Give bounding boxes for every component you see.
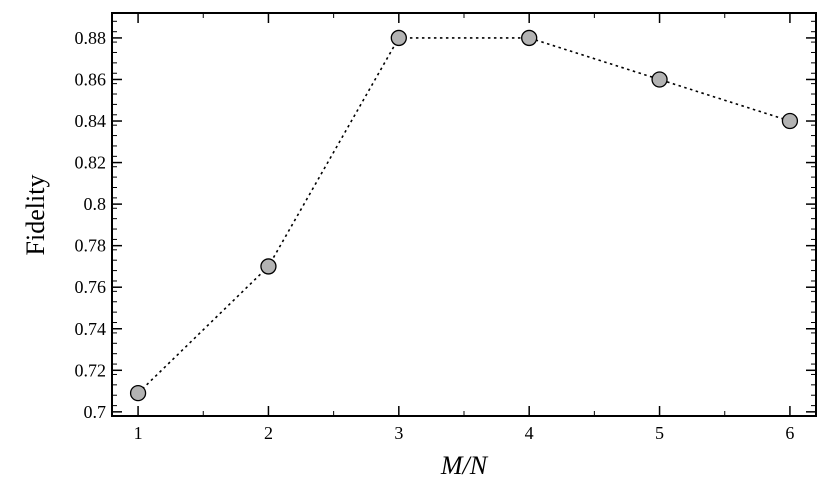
y-tick-label: 0.84 (75, 111, 107, 131)
y-axis-title: Fidelity (21, 175, 50, 256)
x-tick-label: 6 (785, 423, 794, 443)
series-layer (129, 29, 799, 402)
data-point (521, 29, 538, 47)
y-tick-label: 0.74 (75, 319, 107, 339)
y-tick-label: 0.7 (84, 402, 107, 422)
x-tick-label: 1 (134, 423, 143, 443)
data-point (260, 258, 277, 275)
y-tick-label: 0.82 (75, 153, 107, 173)
data-point (390, 29, 407, 47)
data-point (129, 384, 147, 402)
x-tick-label: 3 (394, 423, 403, 443)
y-tick-label: 0.78 (75, 236, 107, 256)
y-tick-label: 0.88 (75, 28, 107, 48)
data-point (781, 112, 799, 130)
y-tick-label: 0.76 (75, 277, 107, 297)
data-point (651, 71, 668, 88)
x-axis-title: M/N (440, 451, 489, 480)
series-line (137, 37, 791, 394)
x-tick-label: 2 (264, 423, 273, 443)
y-tick-label: 0.86 (75, 69, 107, 89)
y-tick-label: 0.72 (75, 360, 107, 380)
x-tick-label: 5 (655, 423, 664, 443)
y-tick-label: 0.8 (84, 194, 107, 214)
x-tick-label: 4 (525, 423, 534, 443)
plot-frame (111, 12, 817, 417)
